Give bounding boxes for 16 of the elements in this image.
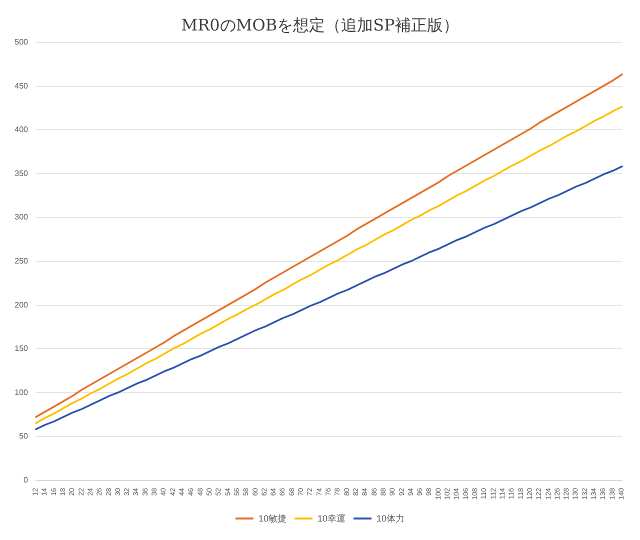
legend-label: 10幸運 xyxy=(317,514,346,524)
y-tick-label: 500 xyxy=(14,38,29,46)
y-tick-label: 0 xyxy=(24,476,29,484)
y-tick-label: 250 xyxy=(14,256,29,266)
line-series xyxy=(35,165,623,430)
y-tick-label: 150 xyxy=(14,344,29,354)
y-tick-label: 450 xyxy=(14,81,29,90)
y-tick-label: 300 xyxy=(14,212,29,222)
y-tick-label: 100 xyxy=(14,388,29,397)
y-tick-label: 400 xyxy=(14,125,29,134)
y-tick-label: 200 xyxy=(14,300,29,310)
legend-label: 10体力 xyxy=(376,514,405,524)
chart-title: MR0のMOBを想定（追加SP補正版） xyxy=(181,16,459,34)
y-tick-label: 350 xyxy=(14,168,29,178)
y-tick-label: 50 xyxy=(19,432,29,441)
legend-label: 10敏捷 xyxy=(258,514,286,524)
